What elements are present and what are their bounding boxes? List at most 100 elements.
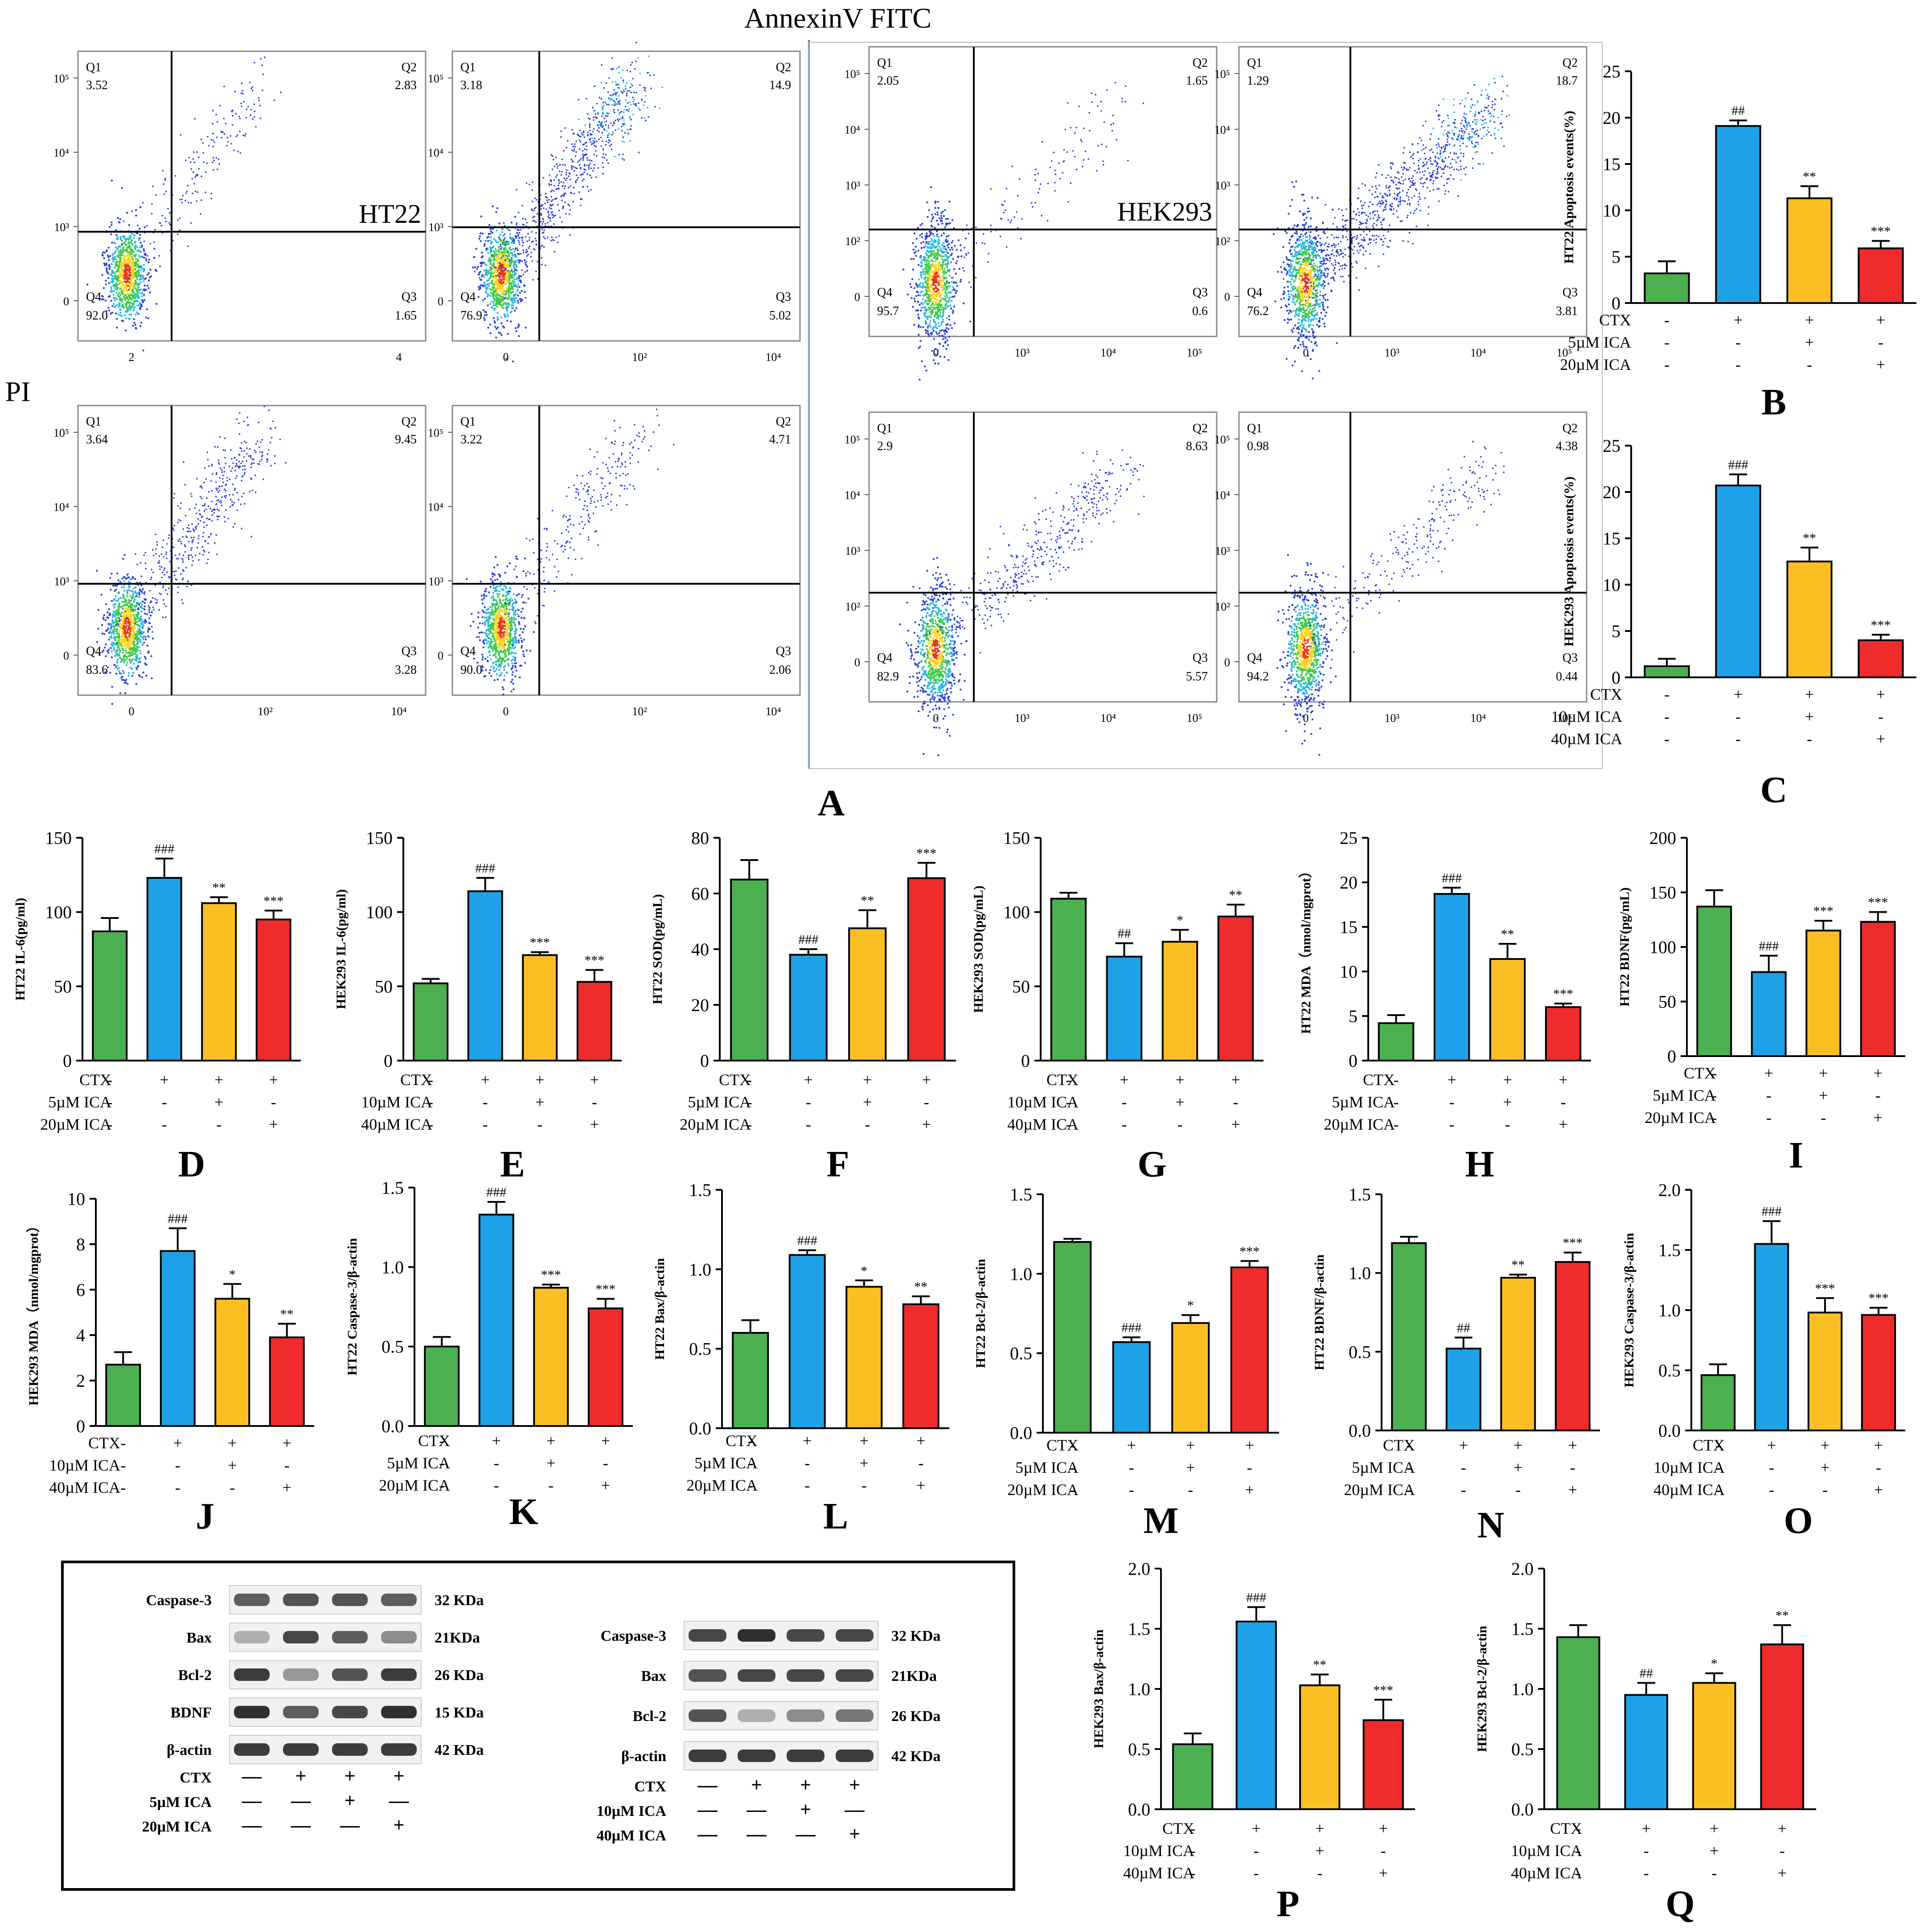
- flow-dot: [227, 141, 229, 143]
- flow-dot: [498, 573, 500, 576]
- flow-dot: [135, 618, 137, 620]
- flow-dot: [500, 288, 502, 290]
- flow-dot: [123, 275, 125, 277]
- flow-dot: [509, 277, 511, 279]
- flow-dot: [156, 599, 158, 601]
- flow-dot: [130, 277, 132, 279]
- flow-dot: [192, 556, 193, 558]
- flow-dot: [540, 221, 542, 223]
- flow-dot: [602, 166, 604, 168]
- flow-dot: [139, 269, 142, 272]
- flow-dot: [141, 607, 144, 610]
- flow-dot: [500, 279, 503, 282]
- flow-dot: [238, 422, 240, 424]
- flow-dot: [513, 652, 515, 654]
- flow-dot: [601, 64, 603, 66]
- flow-dot: [619, 119, 621, 120]
- flow-dot: [571, 129, 573, 131]
- flow-dot: [511, 647, 513, 649]
- flow-dot: [142, 671, 144, 674]
- flow-dot: [141, 676, 144, 678]
- flow-dot: [105, 263, 107, 266]
- flow-dot: [505, 586, 507, 588]
- flow-dot: [150, 578, 152, 580]
- flow-dot: [150, 576, 152, 578]
- flow-dot: [492, 255, 495, 258]
- flow-dot: [190, 161, 192, 163]
- flow-dot: [114, 278, 116, 280]
- flow-dot: [628, 132, 629, 135]
- flow-dot: [617, 120, 619, 122]
- flow-dot: [496, 257, 498, 259]
- flow-dot: [493, 262, 495, 265]
- flow-dot: [653, 74, 655, 76]
- flow-dot: [568, 213, 570, 215]
- flow-dot: [524, 662, 526, 664]
- flow-dot: [481, 251, 483, 254]
- flow-dot: [202, 536, 204, 537]
- flow-dot: [542, 177, 544, 179]
- flow-dot: [506, 565, 509, 568]
- flow-dot: [493, 599, 496, 601]
- flow-dot: [243, 101, 245, 102]
- flow-dot: [484, 590, 487, 593]
- flow-dot: [212, 132, 214, 135]
- flow-dot: [595, 176, 597, 178]
- flow-dot: [607, 115, 609, 117]
- flow-dot: [598, 121, 600, 123]
- flow-dot: [137, 641, 140, 643]
- flow-dot: [626, 109, 628, 111]
- flow-dot: [182, 195, 184, 197]
- flow-dot: [123, 627, 125, 629]
- flow-dot: [492, 598, 495, 600]
- flow-dot: [130, 605, 132, 607]
- flow-dot: [589, 129, 591, 131]
- flow-dot: [490, 250, 492, 252]
- flow-dot: [192, 171, 194, 173]
- flow-dot: [556, 167, 558, 169]
- flow-dot: [515, 265, 517, 267]
- flow-dot: [488, 285, 490, 287]
- flow-dot: [216, 121, 218, 123]
- flow-dot: [126, 591, 128, 594]
- flow-dot: [525, 327, 527, 329]
- flow-dot: [602, 148, 604, 150]
- flow-dot: [123, 576, 126, 578]
- flow-dot: [629, 140, 631, 142]
- flow-dot: [166, 593, 168, 595]
- flow-dot: [128, 659, 131, 661]
- flow-dot: [621, 130, 623, 132]
- flow-dot: [522, 274, 524, 275]
- flow-dot: [600, 145, 603, 147]
- flow-dot: [493, 266, 496, 268]
- flow-dot: [224, 437, 226, 439]
- flow-dot: [503, 674, 505, 677]
- flow-dot: [244, 468, 246, 471]
- flow-dot: [111, 600, 113, 602]
- flow-dot: [111, 644, 113, 646]
- flow-dot: [495, 240, 497, 243]
- flow-dot: [119, 262, 122, 265]
- flow-dot: [144, 562, 147, 564]
- flow-dot: [498, 257, 500, 259]
- flow-dot: [520, 281, 522, 283]
- flow-dot: [150, 615, 152, 617]
- flow-dot: [487, 236, 490, 238]
- flow-dot: [513, 633, 516, 635]
- flow-dot: [131, 233, 133, 235]
- flow-dot: [499, 301, 501, 303]
- flow-dot: [550, 180, 552, 182]
- flow-dot: [644, 117, 646, 119]
- flow-dot: [193, 539, 194, 541]
- flow-dot: [615, 94, 617, 96]
- flow-dot: [123, 580, 125, 582]
- flow-dot: [603, 105, 605, 107]
- flow-dot: [134, 287, 137, 290]
- flow-dot: [211, 510, 213, 512]
- flow-dot: [641, 100, 643, 102]
- flow-dot: [110, 286, 112, 288]
- flow-dot: [239, 412, 241, 414]
- flow-dot: [500, 268, 502, 271]
- figure-title: AnnexinV FITC: [744, 2, 931, 34]
